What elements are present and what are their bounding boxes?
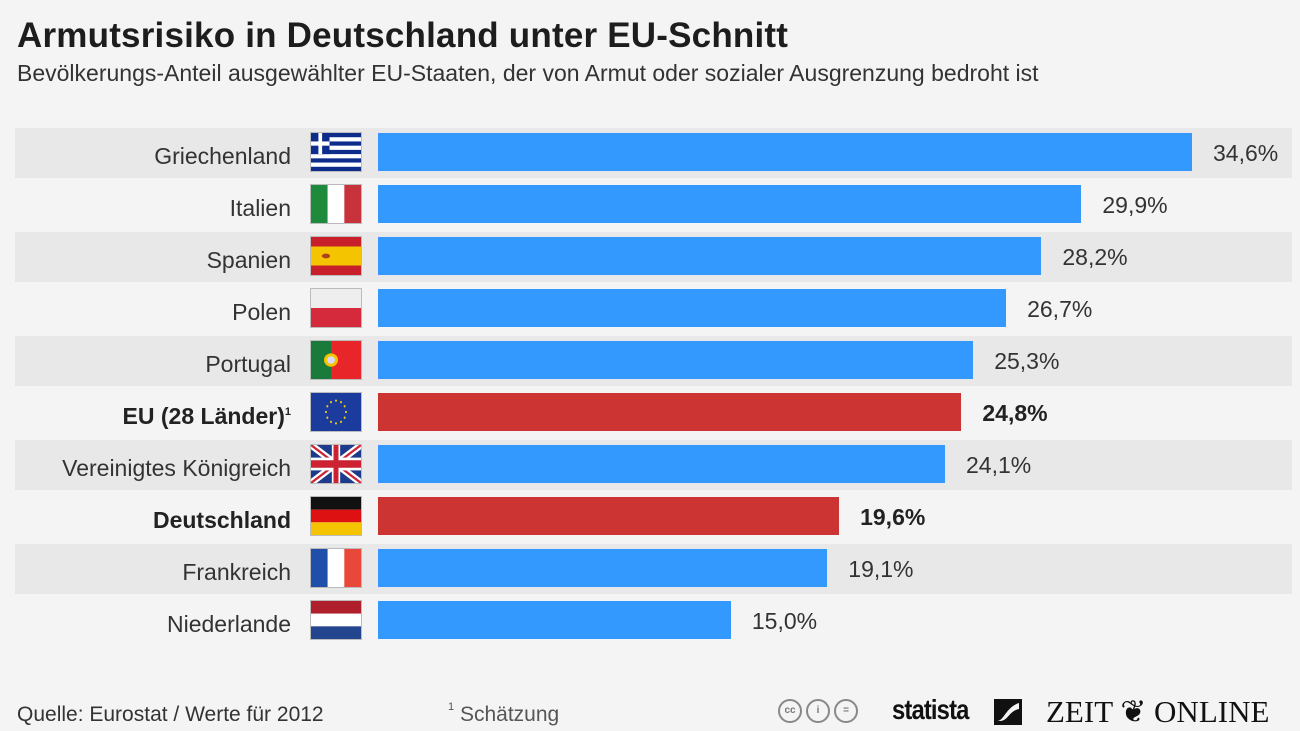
bar-row: Griechenland 34,6%: [15, 128, 1292, 178]
footnote-marker: 1: [284, 406, 291, 418]
value-label: 19,6%: [860, 504, 926, 530]
france-flag-icon: [311, 549, 361, 587]
bar-row: Portugal 25,3%: [15, 336, 1292, 386]
cc-nd-icon: =: [834, 699, 858, 723]
bar: [378, 237, 1042, 275]
italy-flag-icon: [311, 185, 361, 223]
category-label: Griechenland: [154, 143, 291, 169]
creative-commons-badges[interactable]: cc i =: [778, 699, 858, 723]
chart-subtitle: Bevölkerungs-Anteil ausgewählter EU-Staa…: [17, 60, 1039, 86]
bar-row: Italien 29,9%: [15, 180, 1292, 230]
bar: [378, 341, 974, 379]
value-label: 34,6%: [1213, 140, 1279, 166]
value-label: 26,7%: [1027, 296, 1093, 322]
category-label: Niederlande: [166, 611, 291, 637]
category-label: EU (28 Länder)1: [122, 403, 291, 429]
bar: [378, 133, 1192, 171]
bar: [378, 185, 1082, 223]
value-label: 24,8%: [982, 400, 1048, 426]
chart-title: Armutsrisiko in Deutschland unter EU-Sch…: [17, 16, 789, 55]
footnote: 1 Schätzung: [448, 701, 560, 727]
spain-flag-icon: [311, 237, 361, 275]
value-label: 15,0%: [751, 608, 818, 634]
category-label: Deutschland: [152, 507, 291, 533]
cc-by-icon: i: [806, 699, 830, 723]
value-label: 19,1%: [848, 556, 914, 582]
bar-row: Niederlande 15,0%: [15, 596, 1292, 646]
bar-row: Frankreich 19,1%: [15, 544, 1292, 594]
category-label: Spanien: [206, 247, 291, 273]
zeit-online-logo[interactable]: ZEIT ❦ ONLINE: [1046, 694, 1270, 729]
category-label: Vereinigtes Königreich: [62, 455, 291, 481]
bar: [378, 289, 1007, 327]
greece-flag-icon: [311, 133, 361, 171]
eu-flag-icon: [311, 393, 361, 431]
category-label: Portugal: [205, 351, 291, 377]
statista-logo[interactable]: statista: [892, 694, 969, 725]
poland-flag-icon: [311, 289, 361, 327]
category-label: Frankreich: [182, 559, 291, 585]
value-label: 28,2%: [1062, 244, 1128, 270]
bar: [378, 549, 828, 587]
statista-logo-icon: [994, 699, 1022, 725]
uk-flag-icon: [311, 445, 361, 483]
bar-row: Spanien 28,2%: [15, 232, 1292, 282]
value-label: 29,9%: [1102, 192, 1168, 218]
value-label: 24,1%: [966, 452, 1032, 478]
source-note: Quelle: Eurostat / Werte für 2012: [17, 703, 324, 726]
bar-row: Deutschland 19,6%: [15, 492, 1292, 542]
netherlands-flag-icon: [311, 601, 361, 639]
category-label: Polen: [232, 299, 291, 325]
category-label: Italien: [229, 195, 291, 221]
footnote-text: Schätzung: [454, 703, 560, 726]
bar-row: EU (28 Länder)1 24,8%: [15, 388, 1292, 438]
bar: [378, 601, 731, 639]
portugal-flag-icon: [311, 341, 361, 379]
bar-row: Vereinigtes Königreich 24,1%: [15, 440, 1292, 490]
germany-flag-icon: [311, 497, 361, 535]
value-label: 25,3%: [994, 348, 1060, 374]
bar: [378, 393, 962, 431]
cc-icon: cc: [778, 699, 802, 723]
bar: [378, 497, 840, 535]
bar: [378, 445, 945, 483]
footnote-marker: 1: [448, 701, 455, 713]
bar-row: Polen 26,7%: [15, 284, 1292, 334]
